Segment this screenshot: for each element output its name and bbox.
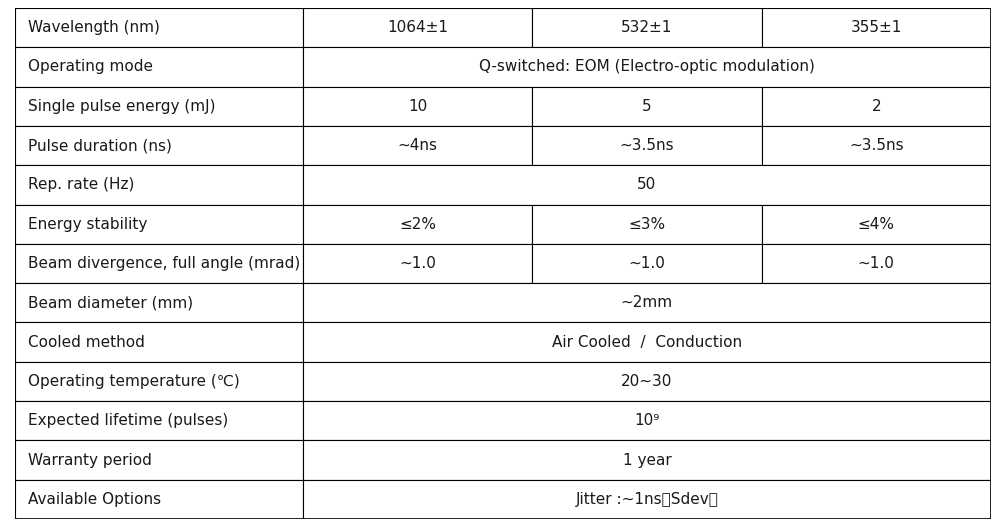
Bar [15, 283, 303, 323]
Bar [303, 441, 991, 480]
Bar [303, 323, 991, 362]
Bar [303, 362, 991, 401]
Text: Wavelength (nm): Wavelength (nm) [28, 20, 160, 35]
Text: ~3.5ns: ~3.5ns [620, 138, 674, 153]
Bar [303, 401, 991, 441]
Text: 2: 2 [871, 99, 881, 114]
Text: 10: 10 [408, 99, 428, 114]
Bar [15, 204, 303, 244]
Text: 1 year: 1 year [623, 453, 671, 467]
Bar [303, 126, 532, 165]
Bar [532, 244, 762, 283]
Bar [303, 204, 532, 244]
Bar [762, 126, 991, 165]
Bar [303, 480, 991, 519]
Bar [303, 47, 991, 86]
Bar [762, 8, 991, 47]
Text: Energy stability: Energy stability [28, 217, 147, 232]
Bar [15, 86, 303, 126]
Text: Rep. rate (Hz): Rep. rate (Hz) [28, 178, 134, 192]
Text: 532±1: 532±1 [622, 20, 673, 35]
Text: ≤2%: ≤2% [399, 217, 437, 232]
Bar [532, 204, 762, 244]
Text: Operating temperature (℃): Operating temperature (℃) [28, 374, 239, 389]
Text: Beam divergence, full angle (mrad): Beam divergence, full angle (mrad) [28, 256, 300, 271]
Text: 355±1: 355±1 [850, 20, 902, 35]
Text: Q-switched: EOM (Electro-optic modulation): Q-switched: EOM (Electro-optic modulatio… [479, 60, 815, 74]
Text: ~2mm: ~2mm [621, 295, 673, 310]
Bar [15, 8, 303, 47]
Bar [303, 8, 532, 47]
Text: Pulse duration (ns): Pulse duration (ns) [28, 138, 172, 153]
Bar [762, 244, 991, 283]
Bar [532, 126, 762, 165]
Text: ~4ns: ~4ns [397, 138, 438, 153]
Text: ~3.5ns: ~3.5ns [849, 138, 903, 153]
Text: 5: 5 [642, 99, 652, 114]
Bar [15, 165, 303, 204]
Text: ≤4%: ≤4% [858, 217, 894, 232]
Text: ~1.0: ~1.0 [629, 256, 665, 271]
Bar [15, 362, 303, 401]
Bar [15, 323, 303, 362]
Bar [762, 86, 991, 126]
Text: 20~30: 20~30 [622, 374, 673, 389]
Text: Operating mode: Operating mode [28, 60, 153, 74]
Bar [532, 8, 762, 47]
Bar [15, 126, 303, 165]
Bar [532, 86, 762, 126]
Text: Warranty period: Warranty period [28, 453, 152, 467]
Text: Available Options: Available Options [28, 492, 161, 507]
Text: Beam diameter (mm): Beam diameter (mm) [28, 295, 193, 310]
Bar [303, 244, 532, 283]
Text: 1064±1: 1064±1 [387, 20, 448, 35]
Bar [762, 204, 991, 244]
Text: Jitter :~1ns（Sdev）: Jitter :~1ns（Sdev） [575, 492, 718, 507]
Text: 10⁹: 10⁹ [634, 413, 660, 428]
Bar [15, 480, 303, 519]
Text: Expected lifetime (pulses): Expected lifetime (pulses) [28, 413, 228, 428]
Text: Air Cooled  /  Conduction: Air Cooled / Conduction [552, 335, 742, 349]
Bar [15, 441, 303, 480]
Text: ≤3%: ≤3% [629, 217, 666, 232]
Text: ~1.0: ~1.0 [399, 256, 436, 271]
Bar [15, 244, 303, 283]
Text: Cooled method: Cooled method [28, 335, 145, 349]
Text: ~1.0: ~1.0 [858, 256, 894, 271]
Bar [15, 47, 303, 86]
Text: Single pulse energy (mJ): Single pulse energy (mJ) [28, 99, 215, 114]
Bar [15, 401, 303, 441]
Bar [303, 283, 991, 323]
Text: 50: 50 [638, 178, 657, 192]
Bar [303, 86, 532, 126]
Bar [303, 165, 991, 204]
